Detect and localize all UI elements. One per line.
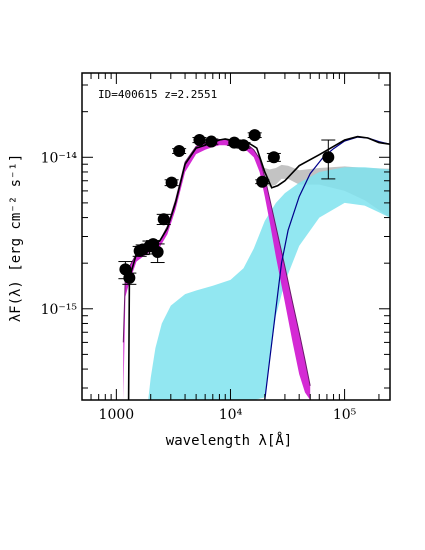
data-point xyxy=(322,151,335,164)
data-point xyxy=(237,139,250,152)
data-point xyxy=(173,145,186,158)
data-point xyxy=(165,176,178,189)
data-point xyxy=(123,271,136,284)
data-point xyxy=(151,246,164,259)
data-point xyxy=(228,136,241,149)
x-tick-label: 1000 xyxy=(99,407,135,423)
y-tick-label: 10⁻¹⁴ xyxy=(41,150,78,166)
data-point xyxy=(193,134,206,147)
source-annotation: ID=400615 z=2.2551 xyxy=(98,88,217,101)
x-tick-label: 10⁴ xyxy=(219,407,243,423)
x-axis-ticks: 1000 10⁴ 10⁵ xyxy=(81,73,380,423)
y-tick-label: 10⁻¹⁵ xyxy=(41,302,78,318)
x-axis-label: wavelength λ[Å] xyxy=(166,432,292,449)
y-axis-label: λF(λ) [erg cm⁻² s⁻¹] xyxy=(8,154,24,323)
starburst-model-band xyxy=(148,167,390,400)
model-bands xyxy=(123,139,390,400)
observed-photometry xyxy=(118,129,336,285)
y-axis-ticks: 10⁻¹⁵ 10⁻¹⁴ xyxy=(41,84,390,389)
data-point xyxy=(205,135,218,148)
data-point xyxy=(157,213,170,226)
x-tick-label: 10⁵ xyxy=(333,407,357,423)
data-point xyxy=(256,175,269,188)
data-point xyxy=(267,151,280,164)
data-point xyxy=(248,129,261,142)
